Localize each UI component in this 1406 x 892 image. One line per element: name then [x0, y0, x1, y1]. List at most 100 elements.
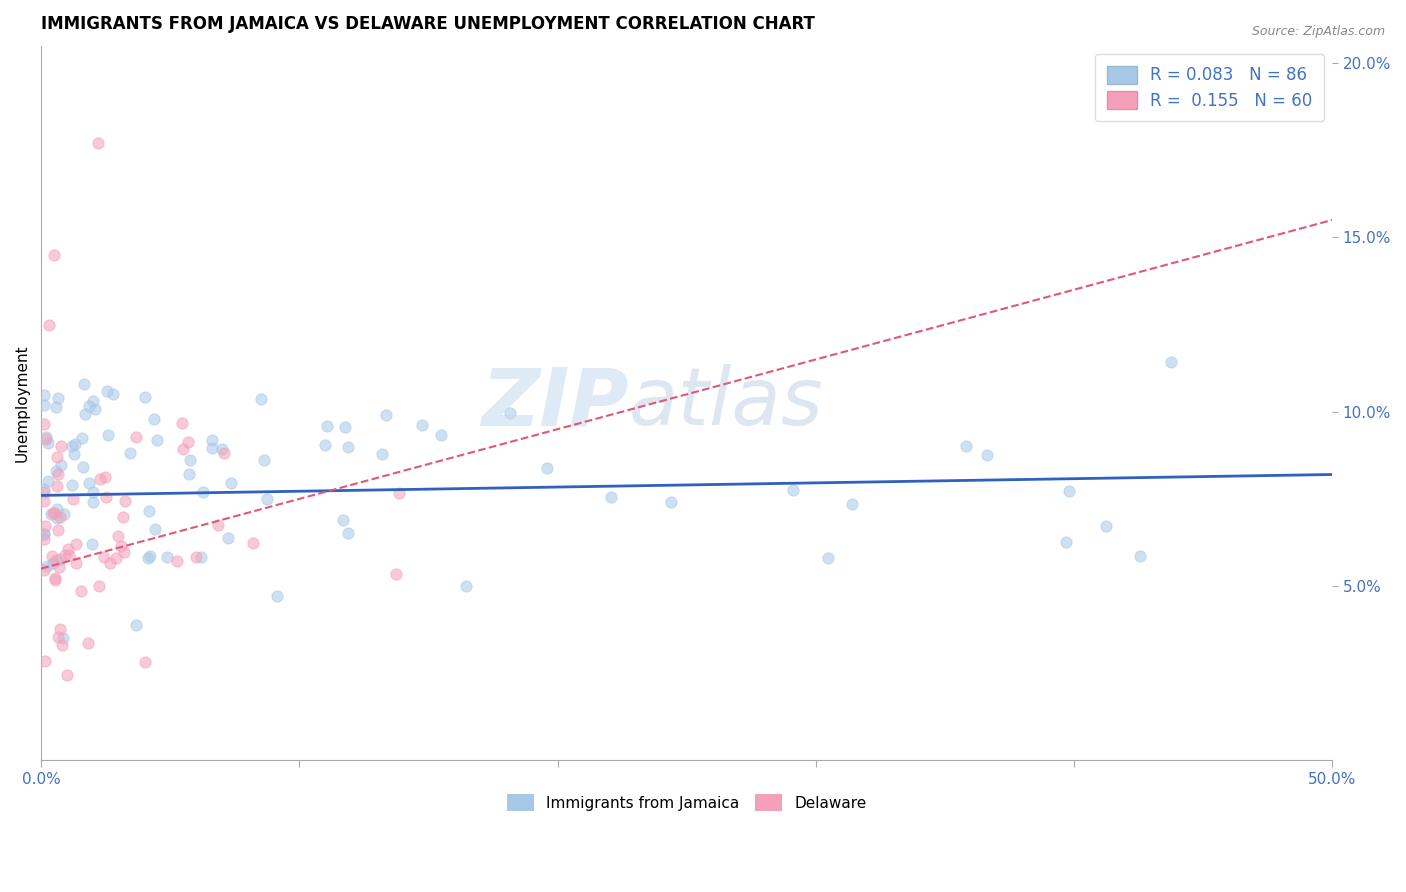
Point: [75, 407, 97, 421]
Point: [45, 464, 67, 478]
Point: [186, 549, 208, 564]
Point: [211, 442, 233, 457]
Point: [70, 431, 93, 445]
Point: [46, 450, 69, 464]
Point: [177, 467, 200, 481]
Point: [114, 493, 136, 508]
Point: [107, 529, 129, 543]
Point: [58, 542, 80, 557]
Point: [35, 432, 58, 446]
Point: [77, 399, 100, 413]
Point: [89, 472, 111, 486]
Point: [111, 510, 134, 524]
Point: [65, 536, 87, 550]
Point: [139, 549, 162, 563]
Point: [58, 549, 80, 563]
Point: [191, 485, 214, 500]
Point: [32, 563, 55, 577]
Point: [499, 406, 522, 420]
Point: [89, 579, 111, 593]
Point: [80, 537, 103, 551]
Y-axis label: Unemployment: Unemployment: [15, 344, 30, 462]
Point: [93, 549, 115, 564]
Point: [32, 526, 55, 541]
Point: [49, 622, 72, 636]
Point: [253, 453, 276, 467]
Point: [42, 248, 65, 262]
Point: [65, 556, 87, 570]
Point: [34, 654, 56, 668]
Point: [314, 438, 336, 452]
Text: atlas: atlas: [628, 364, 824, 442]
Point: [841, 497, 863, 511]
Point: [45, 401, 67, 415]
Point: [242, 536, 264, 550]
Point: [1160, 355, 1182, 369]
Point: [82, 485, 104, 500]
Point: [212, 446, 235, 460]
Point: [49, 439, 72, 453]
Point: [77, 475, 100, 490]
Point: [104, 550, 127, 565]
Point: [118, 446, 141, 460]
Point: [37, 474, 59, 488]
Point: [250, 392, 273, 406]
Point: [456, 579, 478, 593]
Point: [337, 525, 360, 540]
Point: [32, 417, 55, 431]
Point: [201, 441, 224, 455]
Text: ZIP: ZIP: [481, 364, 628, 442]
Point: [217, 531, 239, 545]
Point: [138, 504, 160, 518]
Point: [125, 430, 148, 444]
Point: [536, 461, 558, 475]
Point: [46, 502, 69, 516]
Point: [134, 390, 156, 404]
Point: [315, 418, 337, 433]
Point: [143, 522, 166, 536]
Point: [172, 416, 194, 430]
Point: [333, 419, 356, 434]
Point: [976, 448, 998, 462]
Point: [32, 533, 55, 547]
Point: [48, 560, 70, 574]
Point: [142, 411, 165, 425]
Point: [332, 513, 354, 527]
Text: IMMIGRANTS FROM JAMAICA VS DELAWARE UNEMPLOYMENT CORRELATION CHART: IMMIGRANTS FROM JAMAICA VS DELAWARE UNEM…: [41, 15, 815, 33]
Point: [51, 638, 73, 652]
Point: [82, 394, 104, 409]
Point: [429, 427, 451, 442]
Legend: Immigrants from Jamaica, Delaware: Immigrants from Jamaica, Delaware: [501, 789, 873, 817]
Point: [35, 430, 58, 444]
Point: [146, 434, 169, 448]
Point: [98, 556, 121, 570]
Point: [110, 539, 132, 553]
Point: [73, 376, 96, 391]
Point: [42, 557, 65, 571]
Point: [34, 519, 56, 533]
Point: [411, 417, 433, 432]
Point: [782, 483, 804, 498]
Point: [45, 510, 67, 524]
Point: [46, 467, 69, 481]
Point: [96, 384, 118, 398]
Point: [97, 428, 120, 442]
Point: [32, 526, 55, 541]
Point: [32, 494, 55, 508]
Point: [166, 554, 188, 568]
Point: [45, 552, 67, 566]
Point: [384, 566, 406, 581]
Point: [77, 636, 100, 650]
Point: [49, 458, 72, 472]
Point: [190, 549, 212, 564]
Point: [39, 507, 62, 521]
Point: [56, 667, 79, 681]
Point: [48, 523, 70, 537]
Point: [125, 617, 148, 632]
Point: [112, 545, 135, 559]
Point: [37, 559, 59, 574]
Point: [65, 436, 87, 450]
Point: [32, 398, 55, 412]
Point: [388, 485, 411, 500]
Point: [1054, 535, 1077, 549]
